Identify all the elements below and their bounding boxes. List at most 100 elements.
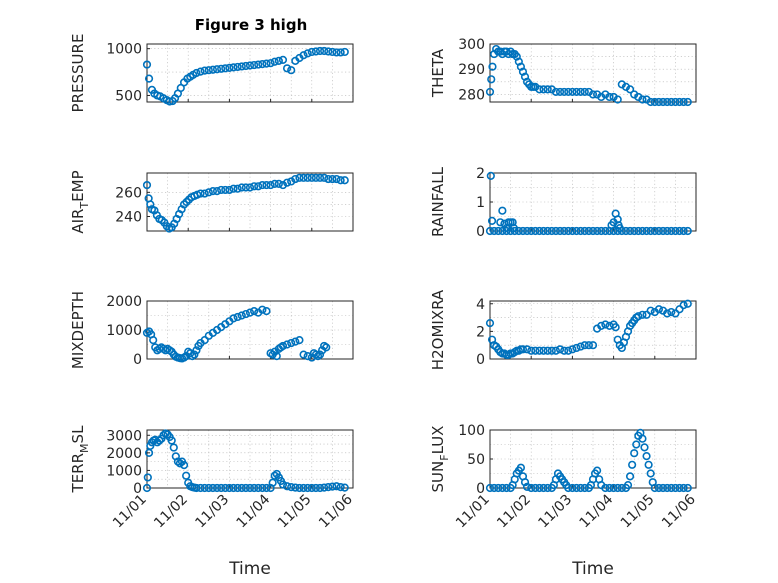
data-point xyxy=(487,75,496,84)
data-point xyxy=(237,62,246,71)
data-point xyxy=(588,226,598,236)
subplot-3: 240 260 AIRTEMP xyxy=(69,170,354,234)
y-tick-label: 0 xyxy=(476,481,485,497)
data-point xyxy=(332,174,341,184)
data-point xyxy=(580,341,589,350)
data-point xyxy=(601,320,610,329)
data-point xyxy=(142,60,152,69)
data-point xyxy=(551,346,561,355)
x-tick-label: 11/06 xyxy=(659,491,699,531)
data-point xyxy=(167,436,176,445)
data-point xyxy=(245,183,255,192)
x-axis-label: Time xyxy=(228,559,271,579)
data-point xyxy=(250,483,259,493)
data-point xyxy=(192,483,201,493)
data-point xyxy=(278,180,288,190)
data-point xyxy=(299,51,308,60)
y-axis-label: H2OMIXRA xyxy=(429,289,447,370)
data-point xyxy=(295,336,304,345)
data-point xyxy=(671,309,680,318)
data-point xyxy=(646,469,655,478)
data-point xyxy=(307,173,316,182)
data-point xyxy=(320,173,329,182)
data-point xyxy=(258,180,267,190)
data-point xyxy=(315,350,325,359)
data-point xyxy=(625,226,635,236)
data-point xyxy=(229,483,238,493)
data-point xyxy=(679,483,688,493)
data-point xyxy=(143,473,152,482)
y-axis-label: PRESSURE xyxy=(69,34,87,113)
y-tick-label: 0 xyxy=(133,352,142,368)
data-point xyxy=(266,59,275,68)
data-point xyxy=(502,226,511,236)
x-tick-label: 11/01 xyxy=(453,492,493,532)
data-point xyxy=(340,483,349,492)
data-point xyxy=(560,346,569,355)
data-point xyxy=(625,85,635,94)
data-point xyxy=(229,314,238,323)
data-point xyxy=(278,55,288,65)
data-point xyxy=(303,483,312,493)
data-point xyxy=(173,457,182,466)
y-tick-label: 2 xyxy=(476,166,485,182)
data-point xyxy=(229,63,238,72)
subplot-1: 500 1000 PRESSURE xyxy=(69,34,354,113)
data-point xyxy=(605,483,614,493)
data-point xyxy=(564,483,573,493)
data-point xyxy=(650,97,659,107)
data-point xyxy=(518,345,528,354)
data-point xyxy=(646,97,655,107)
data-point xyxy=(625,472,635,481)
data-point xyxy=(683,299,692,308)
data-point xyxy=(658,226,668,236)
data-point xyxy=(638,95,647,104)
data-point xyxy=(630,226,639,236)
data-point xyxy=(270,179,279,188)
data-point xyxy=(675,483,684,493)
y-tick-label: 500 xyxy=(115,88,142,104)
data-point xyxy=(642,226,651,236)
data-point xyxy=(192,68,201,78)
data-point xyxy=(485,226,495,236)
data-point xyxy=(315,46,325,56)
data-point xyxy=(531,346,540,355)
data-point xyxy=(336,48,345,57)
data-point xyxy=(675,226,684,236)
data-point xyxy=(588,341,598,350)
data-point xyxy=(543,346,552,355)
data-point xyxy=(295,483,304,493)
data-point xyxy=(282,482,292,491)
subplot-5: 0 1000 2000 MIXDEPTH xyxy=(69,291,354,369)
data-point xyxy=(192,346,201,355)
y-axis-label: MIXDEPTH xyxy=(69,291,87,369)
data-point xyxy=(245,483,255,493)
data-point xyxy=(535,483,544,493)
data-point xyxy=(654,226,664,236)
data-point xyxy=(628,460,637,469)
y-tick-label: 290 xyxy=(458,62,485,78)
data-point xyxy=(324,174,333,184)
data-point xyxy=(527,346,536,355)
data-point xyxy=(555,345,565,354)
data-point xyxy=(146,200,155,209)
data-point xyxy=(315,173,325,182)
data-point xyxy=(584,226,593,236)
data-point xyxy=(516,463,526,472)
axes-frame xyxy=(489,43,697,103)
data-point xyxy=(547,226,556,236)
x-tick-label: 11/05 xyxy=(275,492,315,532)
data-point xyxy=(254,60,263,69)
data-point xyxy=(237,183,246,192)
data-point xyxy=(287,338,296,348)
y-tick-label: 100 xyxy=(458,423,485,439)
data-point xyxy=(667,226,676,236)
data-point xyxy=(278,341,288,351)
data-point xyxy=(245,308,255,317)
data-point xyxy=(560,87,569,97)
data-point xyxy=(332,482,341,491)
data-point xyxy=(555,87,565,97)
data-point xyxy=(142,483,152,493)
